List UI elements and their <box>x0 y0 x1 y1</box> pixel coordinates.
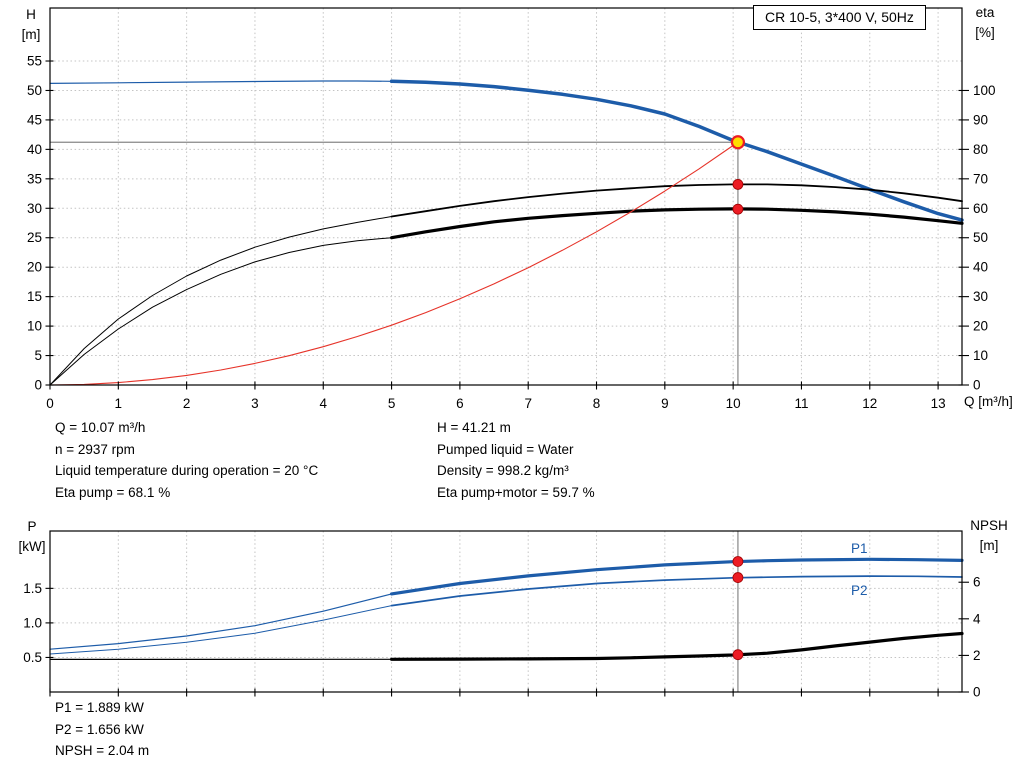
y-right-tick-label: 20 <box>973 319 988 334</box>
y-right-tick-label: 80 <box>973 142 988 157</box>
plot-frame <box>49 530 963 693</box>
p2-curve-thin <box>49 605 393 655</box>
power-info-block: P1 = 1.889 kW P2 = 1.656 kW NPSH = 2.04 … <box>55 697 149 762</box>
system-curve <box>49 141 739 386</box>
duty-point <box>730 135 746 150</box>
x-tick-label: 11 <box>794 396 808 411</box>
info-flow: Q = 10.07 m³/h <box>55 420 146 435</box>
p2-duty-point <box>732 572 744 583</box>
eta-pump-motor-curve <box>390 207 964 240</box>
info-head: H = 41.21 m <box>437 420 511 435</box>
pump-title-box: CR 10-5, 3*400 V, 50Hz <box>753 5 926 30</box>
p-axis-symbol: P <box>27 519 37 534</box>
x-tick-label: 13 <box>931 396 946 411</box>
y-left-tick-label: 55 <box>27 54 42 69</box>
info-npsh: NPSH = 2.04 m <box>55 743 150 759</box>
y-right-tick-label: 0 <box>973 378 981 393</box>
x-tick-label: 10 <box>726 396 741 411</box>
x-tick-label: 12 <box>862 396 877 411</box>
power-npsh-chart: 0.5 1.0 1.5 0 2 4 6 <box>23 530 981 700</box>
y-right-tick-label: 0 <box>973 685 981 700</box>
y-left-tick-label: 0 <box>34 378 42 393</box>
y-right-tick-label: 40 <box>973 260 988 275</box>
y-right-tick-label: 10 <box>973 348 988 363</box>
x-tick-label: 8 <box>593 396 601 411</box>
eta-axis-unit: [%] <box>975 24 995 40</box>
x-tick-label: 1 <box>115 396 123 411</box>
h-axis-title: H [m] <box>11 5 51 44</box>
y-left-tick-label: 10 <box>27 319 42 334</box>
h-curve-thin <box>49 80 393 85</box>
eta-pump-motor-curve-thin <box>49 237 393 386</box>
info-eta-pump: Eta pump = 68.1 % <box>55 484 171 500</box>
y-left-tick-label: 35 <box>27 171 42 186</box>
eta-axis-symbol: eta <box>975 5 995 20</box>
y-right-tick-label: 50 <box>973 230 988 245</box>
h-axis-symbol: H <box>26 7 36 22</box>
p1-curve-label: P1 <box>851 541 868 556</box>
eta-pump-motor-duty-point <box>732 203 744 215</box>
y-right-tick-label: 70 <box>973 171 988 186</box>
duty-info-right-column: H = 41.21 m Pumped liquid = Water Densit… <box>437 417 595 503</box>
eta-pump-curve <box>390 183 963 218</box>
info-speed: n = 2937 rpm <box>55 441 135 457</box>
eta-pump-curve-thin <box>49 216 393 386</box>
npsh-curve <box>390 631 964 661</box>
npsh-axis-title: NPSH [m] <box>960 516 1018 555</box>
y-right-tick-label: 4 <box>973 611 981 626</box>
x-tick-label: 6 <box>456 396 464 411</box>
npsh-axis-symbol: NPSH <box>970 518 1008 533</box>
y-left-tick-label: 15 <box>27 289 42 304</box>
y-right-tick-label: 90 <box>973 112 988 127</box>
info-pumped-liquid: Pumped liquid = Water <box>437 441 574 457</box>
x-tick-label: 7 <box>524 396 532 411</box>
x-tick-label: 4 <box>320 396 328 411</box>
info-p2: P2 = 1.656 kW <box>55 721 144 737</box>
x-tick-label: 2 <box>183 396 191 411</box>
info-p1: P1 = 1.889 kW <box>55 700 144 715</box>
info-liquid-temperature: Liquid temperature during operation = 20… <box>55 463 319 479</box>
info-density: Density = 998.2 kg/m³ <box>437 463 569 479</box>
x-tick-label: 3 <box>251 396 259 411</box>
qh-eta-chart: 0 1 2 3 4 5 6 7 8 9 10 11 12 130510152025303540455055… <box>27 7 996 411</box>
y-right-tick-label: 100 <box>973 83 996 98</box>
x-tick-label: 5 <box>388 396 396 411</box>
y-left-tick-label: 20 <box>27 260 42 275</box>
y-right-tick-label: 6 <box>973 575 981 590</box>
y-left-tick-label: 1.0 <box>23 615 42 630</box>
p-axis-unit: [kW] <box>18 538 46 554</box>
duty-info-left-column: Q = 10.07 m³/h n = 2937 rpm Liquid tempe… <box>55 417 318 503</box>
y-right-tick-label: 60 <box>973 201 988 216</box>
y-left-tick-label: 50 <box>27 83 42 98</box>
y-right-tick-label: 2 <box>973 648 981 663</box>
info-eta-pump-motor: Eta pump+motor = 59.7 % <box>437 484 595 500</box>
h-curve <box>389 79 964 222</box>
x-tick-label: 0 <box>46 396 54 411</box>
y-left-tick-label: 25 <box>27 230 42 245</box>
y-right-tick-label: 30 <box>973 289 988 304</box>
x-tick-label: 9 <box>661 396 669 411</box>
y-left-tick-label: 5 <box>34 348 42 363</box>
npsh-axis-unit: [m] <box>979 537 999 553</box>
y-left-tick-label: 45 <box>27 112 42 127</box>
eta-pump-duty-point <box>732 179 744 190</box>
y-left-tick-label: 40 <box>27 142 42 157</box>
plot-frame <box>49 7 963 386</box>
y-left-tick-label: 30 <box>27 201 42 216</box>
h-axis-unit: [m] <box>21 26 41 42</box>
npsh-duty-point <box>732 649 744 661</box>
y-left-tick-label: 0.5 <box>23 650 42 665</box>
q-axis-title: Q [m³/h] <box>964 394 1013 409</box>
p2-curve-label: P2 <box>851 583 868 598</box>
y-left-tick-label: 1.5 <box>23 581 42 596</box>
eta-axis-title: eta [%] <box>962 3 1008 42</box>
p1-curve-thin <box>49 593 393 650</box>
p-axis-title: P [kW] <box>10 517 54 556</box>
p1-duty-point <box>732 556 744 567</box>
